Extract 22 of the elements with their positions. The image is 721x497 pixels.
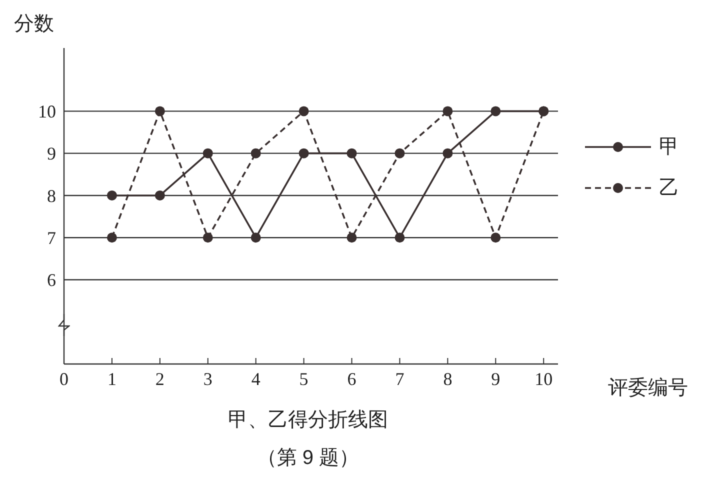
x-tick-label: 5 — [299, 368, 308, 389]
legend-label: 甲 — [659, 135, 679, 160]
x-tick-label: 4 — [251, 368, 260, 389]
y-tick-label: 8 — [47, 186, 56, 206]
y-tick-label: 7 — [47, 228, 56, 248]
legend-label: 乙 — [659, 176, 679, 201]
x-axis-title: 评委编号 — [608, 376, 688, 401]
x-tick-label: 0 — [60, 368, 68, 389]
y-tick-label: 9 — [47, 144, 56, 164]
x-tick-label: 6 — [347, 368, 356, 389]
text: （第 9 题） — [256, 446, 360, 471]
text: 甲、乙得分折线图 — [227, 408, 389, 433]
x-tick-label: 9 — [491, 368, 500, 389]
x-tick-label: 1 — [107, 368, 116, 389]
y-tick-label: 6 — [47, 270, 56, 290]
y-tick-label: 10 — [38, 102, 56, 122]
x-tick-label: 7 — [395, 368, 404, 389]
y-axis-title: 分数 — [14, 12, 54, 37]
x-tick-label: 10 — [534, 368, 553, 389]
x-tick-label: 8 — [443, 368, 452, 389]
x-tick-label: 3 — [203, 368, 212, 389]
x-tick-label: 2 — [155, 368, 164, 389]
